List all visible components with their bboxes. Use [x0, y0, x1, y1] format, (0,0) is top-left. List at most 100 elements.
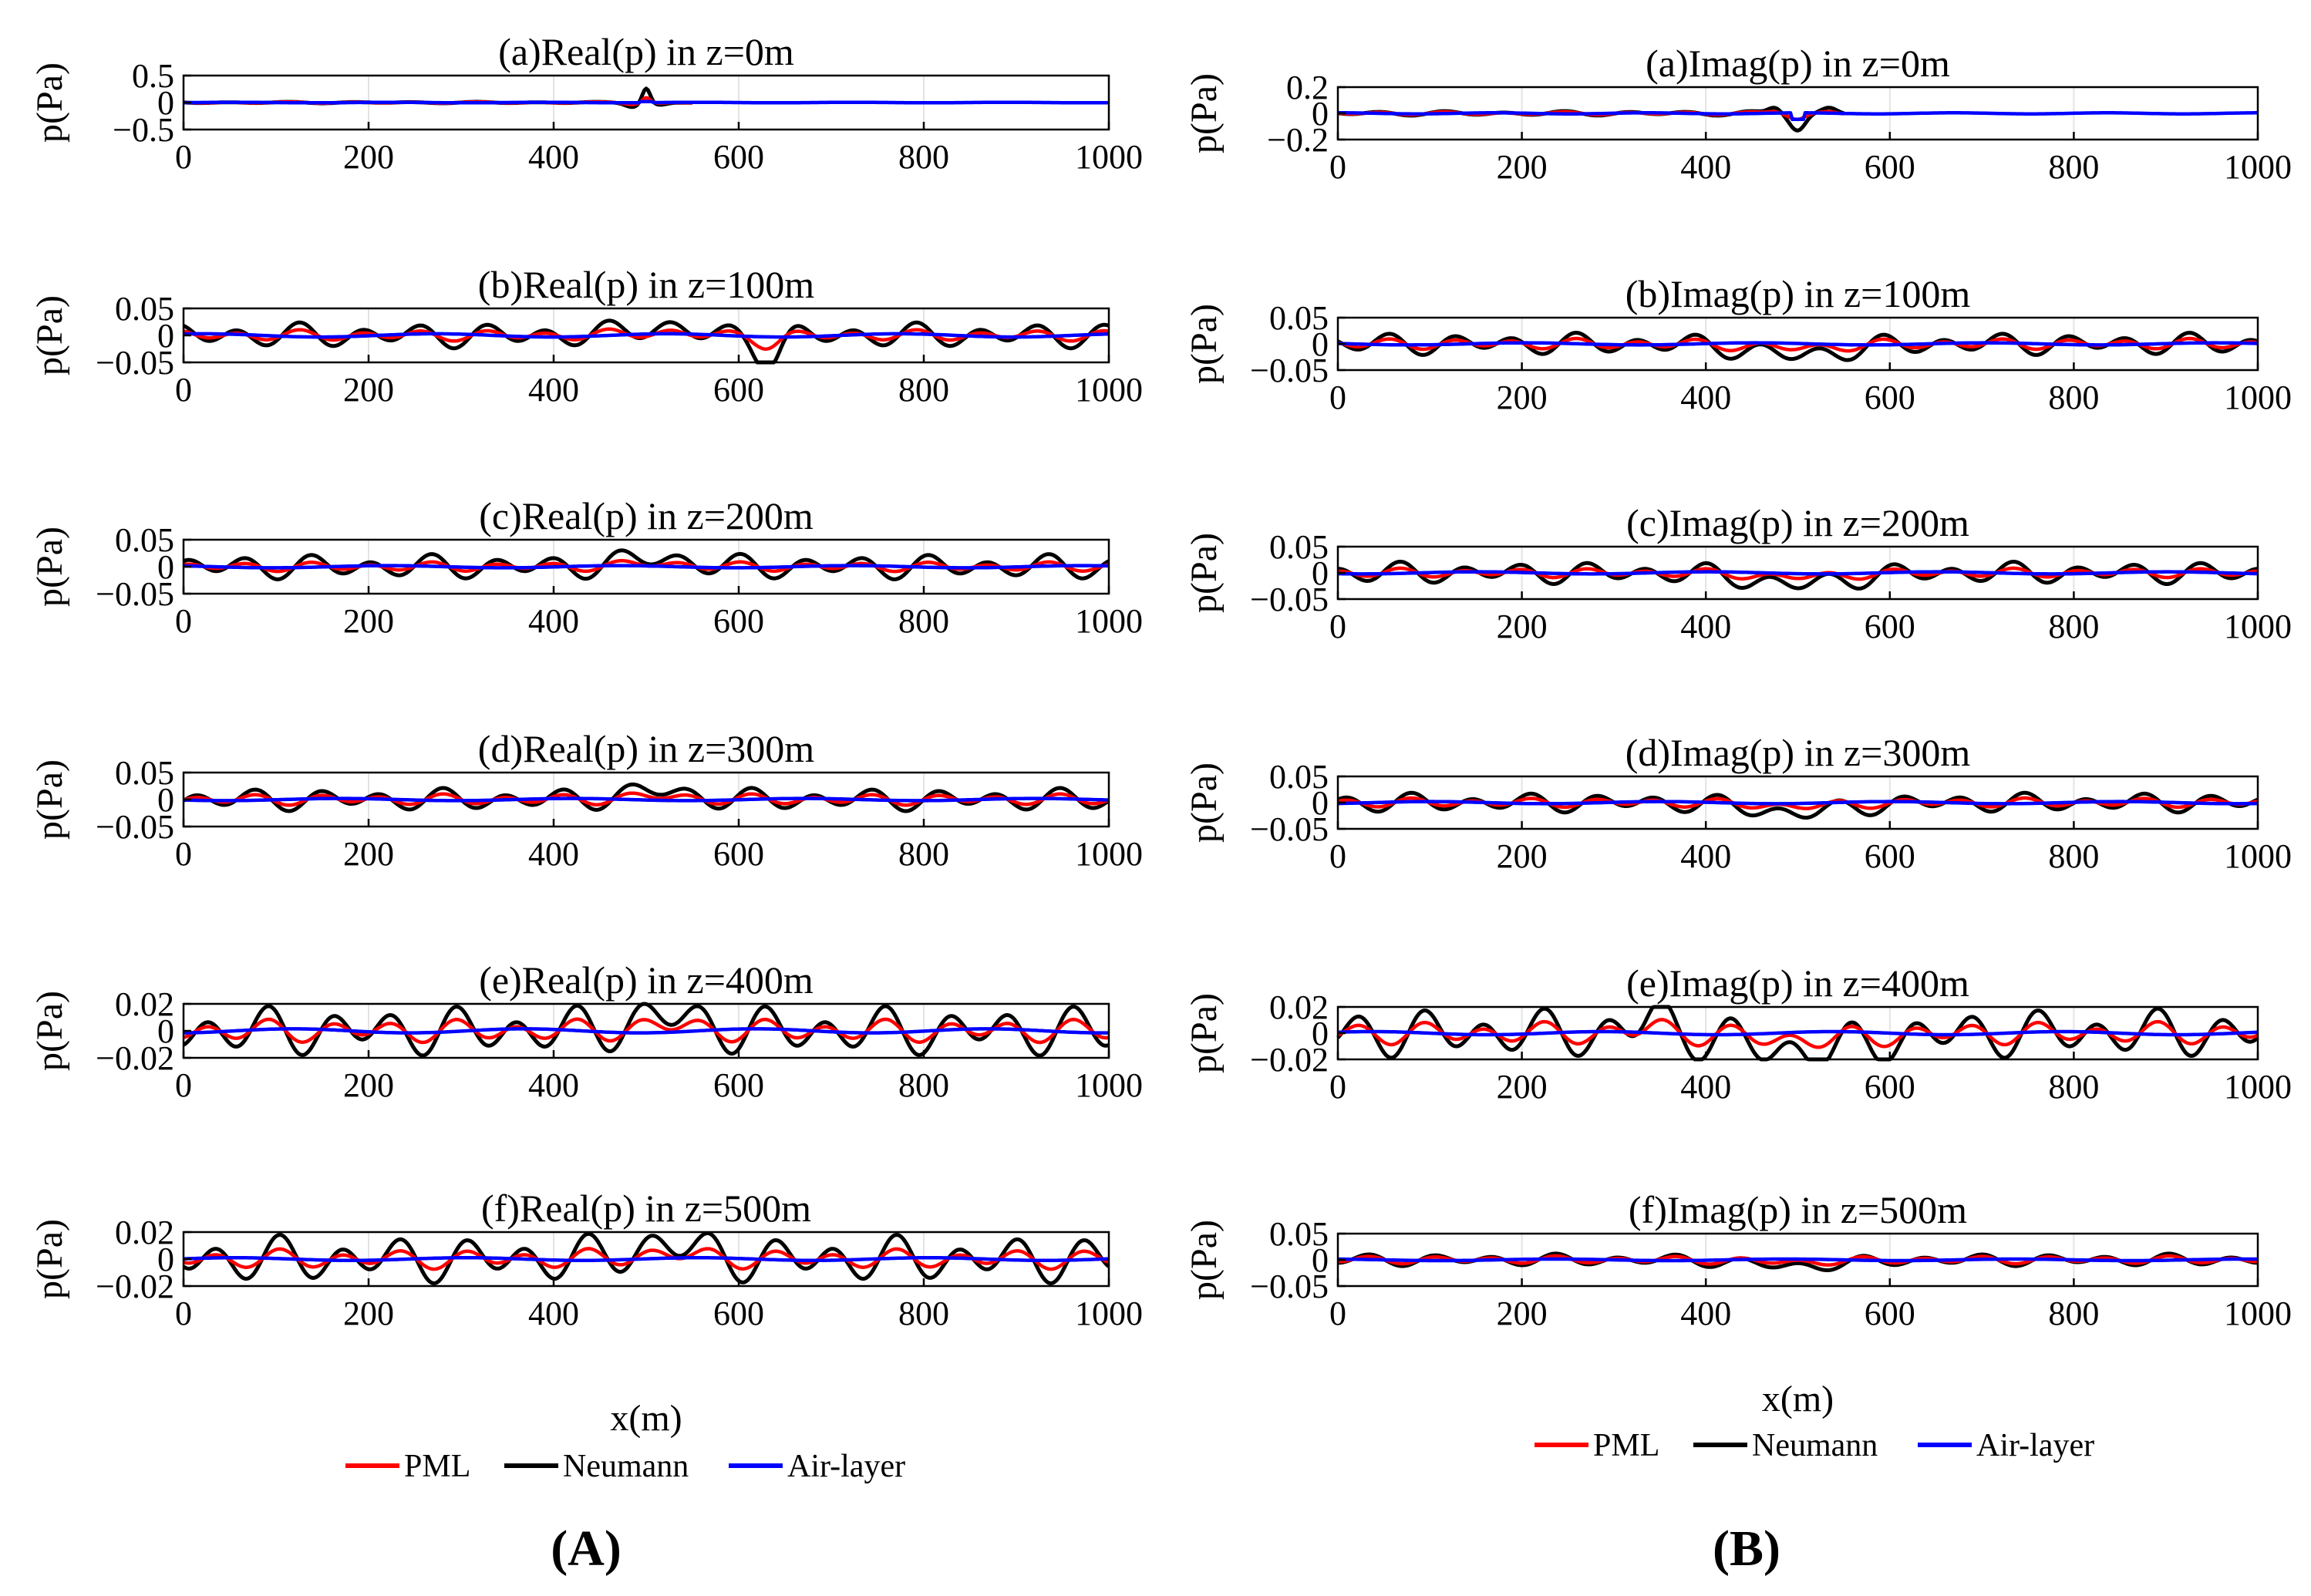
y-tick-label: 0: [1312, 95, 1329, 133]
x-tick-label: 1000: [1075, 602, 1143, 640]
x-tick-label: 600: [1865, 1295, 1915, 1332]
x-tick-label: 600: [1865, 608, 1915, 645]
x-tick-label: 600: [1865, 1068, 1915, 1106]
figure-column-A: 0 200 400 600 800 1000−0.500.5(a)Real(p) in z…: [29, 30, 1143, 1577]
subplot-title: (e)Real(p) in z=400m: [479, 958, 814, 1002]
x-tick-label: 200: [1497, 837, 1548, 875]
x-tick-label: 200: [1497, 1295, 1548, 1332]
x-tick-label: 0: [1329, 148, 1346, 186]
y-tick-label: 0.05: [115, 754, 174, 792]
series-line-air-layer: [1337, 1257, 2258, 1263]
series-line-air-layer: [1338, 570, 2259, 576]
series-line-neumann: [182, 1231, 1110, 1285]
x-tick-label: 400: [1680, 148, 1731, 186]
legend-label: Neumann: [563, 1449, 689, 1484]
x-tick-label: 800: [2048, 837, 2099, 875]
series-line-neumann: [182, 318, 1110, 365]
panel-label: (B): [1713, 1520, 1780, 1577]
y-axis-label: p(Pa): [1184, 533, 1225, 613]
series-line-air-layer: [184, 99, 1110, 105]
x-tick-label: 600: [713, 1066, 764, 1104]
series-line-air-layer: [184, 1027, 1109, 1035]
series-line-pml: [183, 327, 1110, 351]
y-tick-label: 0: [1312, 554, 1329, 592]
y-tick-label: 0: [1312, 784, 1329, 822]
x-tick-label: 0: [175, 602, 192, 640]
legend: PML Neumann Air-layer: [1534, 1428, 2094, 1463]
legend-label: Air-layer: [1976, 1428, 2094, 1463]
x-tick-label: 0: [175, 371, 192, 409]
subplot: 0 200 400 600 800 1000−0.500.5(a)Real(p) in z…: [29, 30, 1143, 176]
subplot: 0 200 400 600 800 1000−0.200.2(a)Imag(p) in z…: [1184, 42, 2292, 186]
subplot-title: (a)Imag(p) in z=0m: [1646, 42, 1950, 85]
series-line-air-layer: [183, 796, 1110, 803]
series-line-pml: [183, 1247, 1110, 1271]
series-line-air-layer: [183, 1256, 1110, 1262]
x-tick-label: 800: [898, 138, 949, 176]
y-tick-label: 0.5: [132, 57, 174, 95]
x-tick-label: 200: [1497, 379, 1548, 416]
x-tick-label: 800: [2048, 379, 2099, 416]
y-tick-label: 0.05: [1269, 758, 1329, 796]
x-tick-label: 200: [343, 835, 394, 873]
y-axis-label: p(Pa): [29, 62, 70, 143]
x-tick-label: 800: [898, 835, 949, 873]
y-tick-label: −0.2: [1267, 121, 1329, 159]
y-tick-label: 0.05: [115, 290, 174, 328]
panel-label: (A): [551, 1520, 622, 1577]
x-tick-label: 1000: [2224, 1068, 2292, 1106]
y-tick-label: 0.05: [1269, 528, 1329, 566]
x-tick-label: 0: [1329, 837, 1346, 875]
x-tick-label: 200: [343, 1295, 394, 1332]
y-tick-label: 0: [157, 548, 174, 586]
x-tick-label: 400: [528, 1295, 579, 1332]
x-tick-label: 600: [713, 138, 764, 176]
legend-label: PML: [404, 1449, 470, 1484]
x-tick-label: 800: [898, 371, 949, 409]
x-tick-label: 600: [713, 1295, 764, 1332]
y-axis-label: p(Pa): [29, 295, 70, 375]
series-line-neumann: [1337, 560, 2259, 591]
y-axis-label: p(Pa): [29, 991, 70, 1071]
y-tick-label: −0.02: [96, 1039, 174, 1077]
x-tick-label: 0: [1329, 1068, 1346, 1106]
x-tick-label: 800: [2048, 1068, 2099, 1106]
x-tick-label: 200: [343, 138, 394, 176]
x-tick-label: 600: [1865, 837, 1915, 875]
y-tick-label: −0.05: [1250, 581, 1329, 618]
y-axis-label: p(Pa): [1184, 1220, 1225, 1300]
x-tick-label: 400: [528, 602, 579, 640]
series-line-neumann: [183, 548, 1110, 581]
legend-label: Neumann: [1752, 1428, 1878, 1463]
legend: PML Neumann Air-layer: [345, 1449, 905, 1484]
subplot-title: (b)Real(p) in z=100m: [478, 263, 815, 306]
x-tick-label: 200: [1497, 1068, 1548, 1106]
x-tick-label: 400: [528, 138, 579, 176]
subplot-title: (c)Imag(p) in z=200m: [1626, 501, 1969, 544]
x-tick-label: 1000: [2224, 837, 2292, 875]
legend-label: PML: [1593, 1428, 1659, 1463]
y-tick-label: 0: [157, 781, 174, 819]
x-tick-label: 0: [1329, 379, 1346, 416]
x-tick-label: 1000: [2224, 1295, 2292, 1332]
y-tick-label: −0.02: [96, 1268, 174, 1305]
x-tick-label: 1000: [2224, 379, 2292, 416]
x-tick-label: 1000: [1075, 1295, 1143, 1332]
subplot-title: (f)Real(p) in z=500m: [481, 1187, 811, 1230]
y-tick-label: 0.02: [1269, 988, 1329, 1026]
series-line-pml: [183, 1017, 1110, 1045]
x-tick-label: 400: [1680, 608, 1731, 645]
legend-label: Air-layer: [787, 1449, 905, 1484]
x-tick-label: 600: [713, 835, 764, 873]
x-tick-label: 0: [175, 138, 192, 176]
x-axis-label: x(m): [1762, 1379, 1834, 1419]
subplot-title: (f)Imag(p) in z=500m: [1629, 1188, 1967, 1231]
y-tick-label: 0: [1312, 1241, 1329, 1279]
y-tick-label: −0.05: [96, 575, 174, 613]
